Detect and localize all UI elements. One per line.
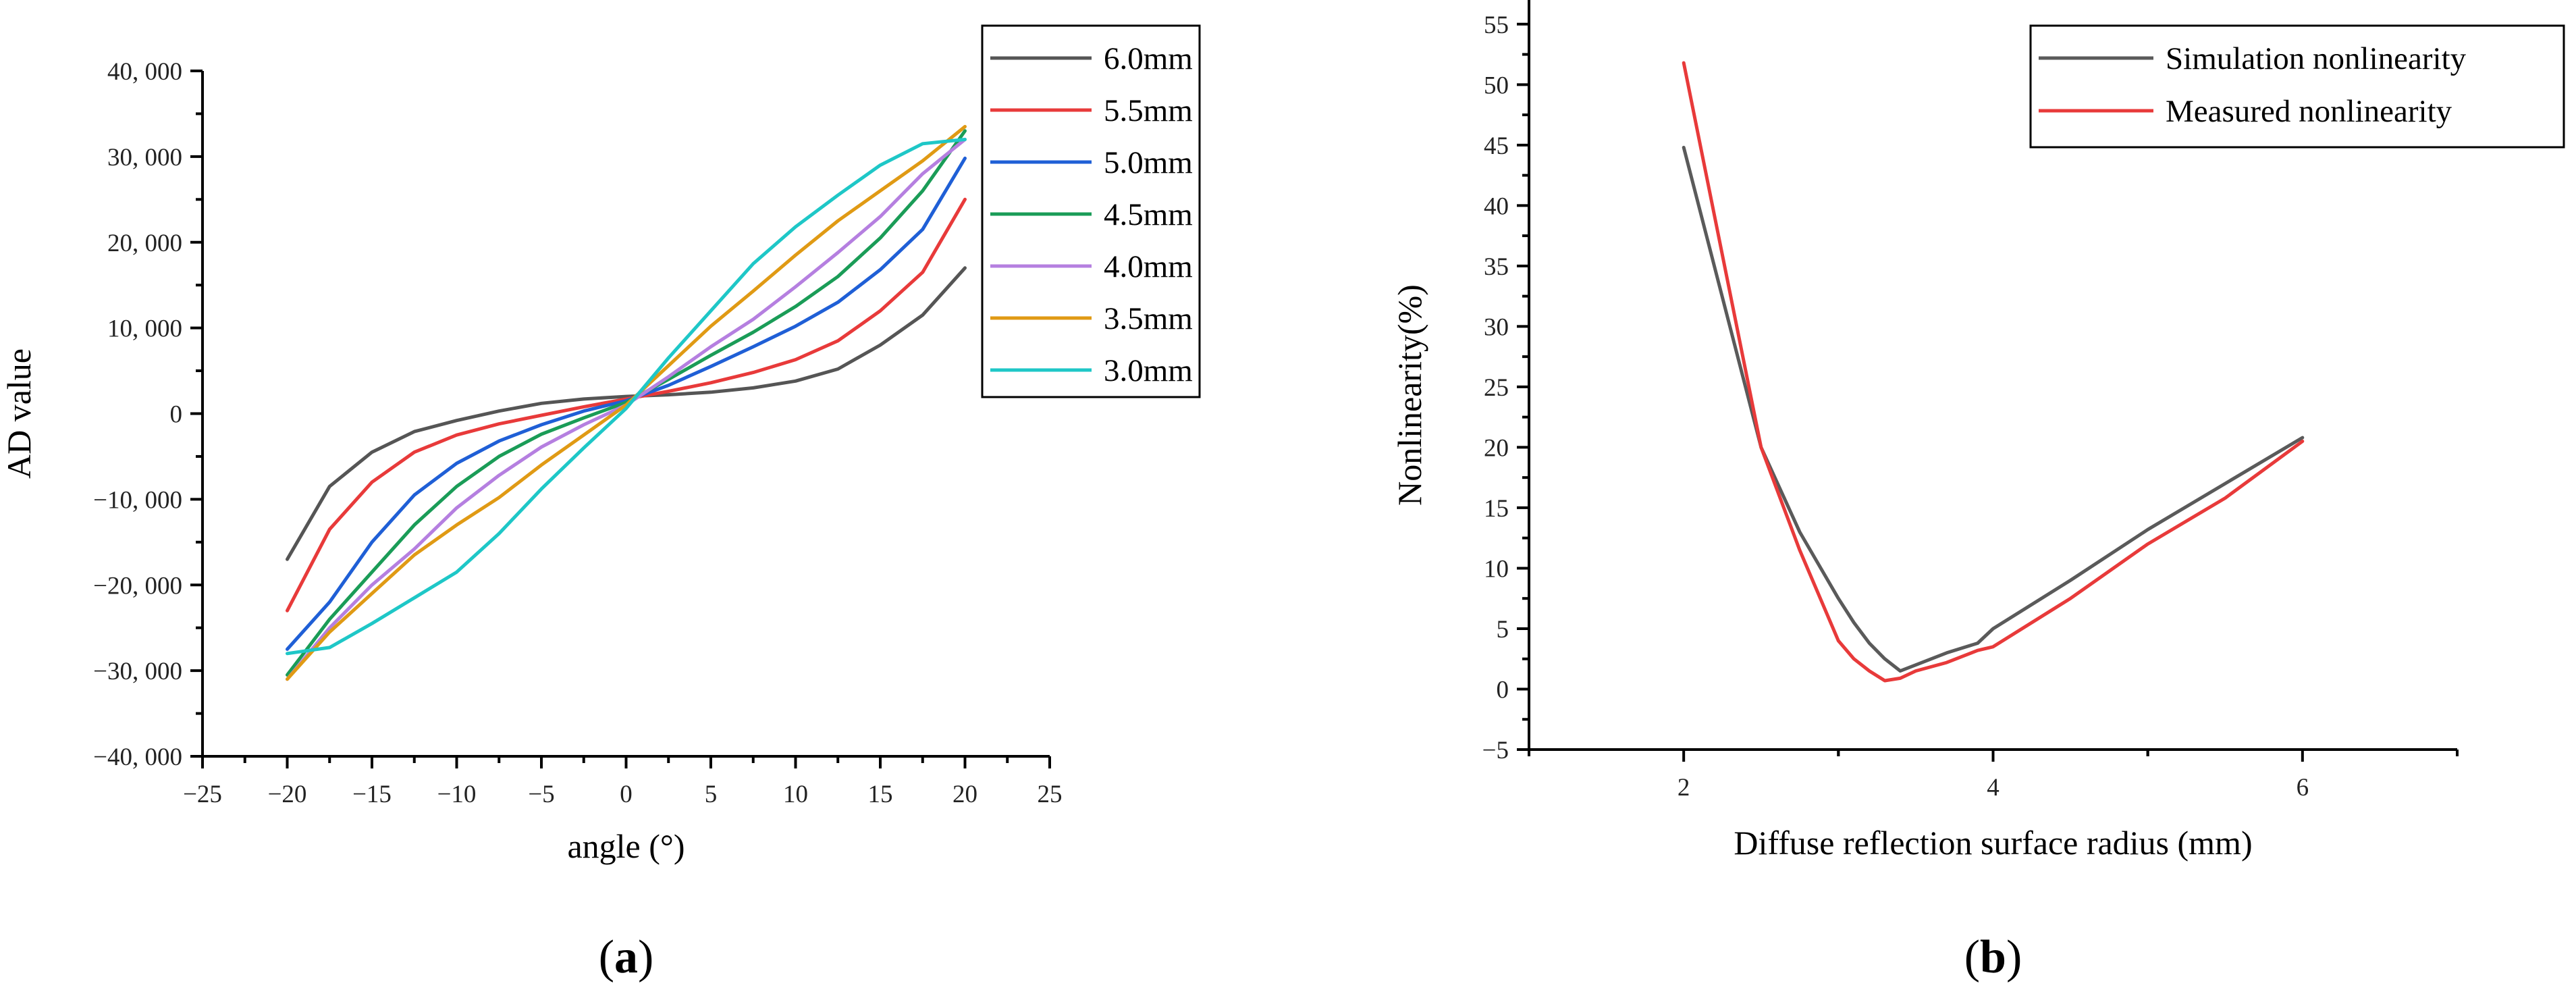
x-tick-label-a: 25 (1038, 781, 1063, 808)
series-line-a-6-0mm (286, 266, 967, 561)
y-tick-label-b: 55 (1484, 11, 1509, 39)
legend-label-b: Simulation nonlinearity (2166, 41, 2467, 76)
y-tick-label-a: 10, 000 (107, 315, 182, 343)
series-line-b-simulation-nonlinearity (1682, 145, 2305, 673)
panel-label-b: (b) (1964, 931, 2022, 983)
chart-panel-b: 2 4 6 −5 0 5 10 15 20 25 30 35 40 45 50 55 Diffuse refle… (1391, 0, 2565, 983)
y-tick-label-b: 0 (1497, 676, 1509, 704)
legend-label-a: 4.5mm (1104, 197, 1193, 232)
x-tick-label-a: −15 (352, 781, 392, 808)
legend-label-a: 5.5mm (1104, 93, 1193, 128)
series-line-b-measured-nonlinearity (1682, 61, 2305, 683)
x-tick-label-a: −10 (437, 781, 477, 808)
x-tick-label-a: 15 (868, 781, 893, 808)
x-tick-label-a: −25 (183, 781, 222, 808)
y-tick-label-a: −10, 000 (93, 486, 182, 514)
y-tick-label-b: −5 (1482, 737, 1509, 764)
y-tick-label-b: 40 (1484, 192, 1509, 220)
y-tick-label-a: 40, 000 (107, 58, 182, 86)
legend-box-a (981, 24, 1201, 398)
legend-label-a: 4.0mm (1104, 249, 1193, 284)
legend-label-a: 3.5mm (1104, 301, 1193, 336)
x-tick-label-b: 4 (1987, 774, 2000, 802)
legend-label-b: Measured nonlinearity (2166, 94, 2452, 129)
x-tick-label-a: 0 (620, 781, 633, 808)
x-axis-title-a: angle (°) (567, 827, 685, 865)
y-tick-label-b: 50 (1484, 72, 1509, 99)
y-tick-label-b: 25 (1484, 374, 1509, 402)
y-tick-label-a: 20, 000 (107, 230, 182, 257)
y-tick-label-a: −40, 000 (93, 743, 182, 771)
y-axis-title-a: AD value (0, 348, 38, 479)
chart-panel-a: −25 −20 −15 −10 −5 0 5 10 15 20 25 −40, 000 −30, 000… (0, 24, 1201, 983)
x-axis-title-b: Diffuse reflection surface radius (mm) (1734, 824, 2252, 862)
y-tick-label-b: 5 (1497, 616, 1509, 644)
y-tick-label-b: 30 (1484, 313, 1509, 341)
series-line-a-3-5mm (286, 125, 967, 681)
x-tick-label-a: 5 (705, 781, 718, 808)
y-tick-label-b: 10 (1484, 555, 1509, 583)
x-tick-label-a: −5 (528, 781, 554, 808)
panel-label-a: (a) (599, 931, 654, 983)
x-tick-label-a: 20 (952, 781, 977, 808)
y-tick-label-a: −20, 000 (93, 572, 182, 600)
x-tick-label-b: 6 (2297, 774, 2309, 802)
legend-label-a: 6.0mm (1104, 41, 1193, 76)
y-tick-label-b: 15 (1484, 495, 1509, 523)
y-tick-label-a: −30, 000 (93, 658, 182, 685)
y-axis-title-b: Nonlinearity(%) (1391, 284, 1428, 506)
legend-box-b (2029, 24, 2565, 149)
y-tick-label-b: 45 (1484, 132, 1509, 160)
y-tick-label-a: 0 (170, 401, 183, 429)
x-tick-label-b: 2 (1678, 774, 1690, 802)
y-tick-label-b: 35 (1484, 253, 1509, 281)
x-tick-label-a: −20 (268, 781, 307, 808)
series-line-a-3-0mm (286, 138, 967, 656)
legend-label-a: 5.0mm (1104, 145, 1193, 180)
x-tick-label-a: 10 (783, 781, 808, 808)
y-tick-label-a: 30, 000 (107, 144, 182, 172)
y-tick-label-b: 20 (1484, 434, 1509, 462)
legend-label-a: 3.0mm (1104, 353, 1193, 388)
series-line-a-4-5mm (286, 129, 967, 677)
